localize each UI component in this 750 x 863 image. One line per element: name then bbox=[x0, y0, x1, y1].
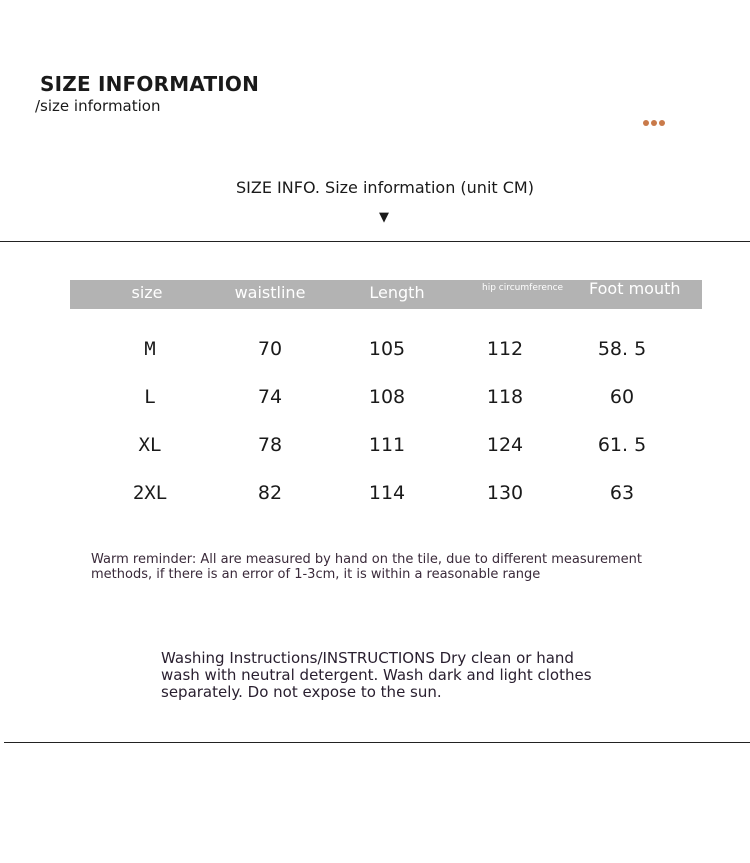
table-header: size waistline Length hip circumference … bbox=[70, 280, 702, 309]
table-cell: 63 bbox=[609, 482, 635, 504]
table-cell: 70 bbox=[257, 338, 283, 360]
table-cell: 108 bbox=[368, 386, 406, 408]
table-cell: L bbox=[144, 386, 156, 408]
page-subtitle: /size information bbox=[35, 97, 161, 115]
table-cell: 111 bbox=[368, 434, 406, 456]
table-cell: 58. 5 bbox=[597, 338, 647, 360]
divider-bottom bbox=[4, 742, 750, 743]
down-arrow-icon: ▼ bbox=[379, 210, 389, 225]
table-cell: 82 bbox=[257, 482, 283, 504]
table-cell: 124 bbox=[486, 434, 524, 456]
table-cell: 78 bbox=[257, 434, 283, 456]
dots-decoration-icon bbox=[643, 120, 665, 126]
col-waistline: waistline bbox=[234, 283, 306, 302]
warm-reminder: Warm reminder: All are measured by hand … bbox=[91, 552, 642, 582]
col-size: size bbox=[131, 283, 163, 302]
table-cell: 2XL bbox=[132, 482, 168, 504]
table-cell: 74 bbox=[257, 386, 283, 408]
table-cell: 118 bbox=[486, 386, 524, 408]
info-line: SIZE INFO. Size information (unit CM) bbox=[236, 178, 534, 197]
page-title: SIZE INFORMATION bbox=[40, 72, 260, 96]
table-cell: 114 bbox=[368, 482, 406, 504]
table-cell: 61. 5 bbox=[597, 434, 647, 456]
col-hip: hip circumference bbox=[482, 283, 564, 293]
table-cell: XL bbox=[138, 434, 162, 456]
divider-top bbox=[0, 241, 750, 242]
col-foot-mouth: Foot mouth bbox=[589, 280, 681, 298]
table-cell: 105 bbox=[368, 338, 406, 360]
table-cell: 60 bbox=[609, 386, 635, 408]
table-cell: M bbox=[144, 338, 156, 360]
washing-instructions: Washing Instructions/INSTRUCTIONS Dry cl… bbox=[161, 649, 592, 701]
table-cell: 130 bbox=[486, 482, 524, 504]
table-cell: 112 bbox=[486, 338, 524, 360]
col-length: Length bbox=[369, 283, 425, 302]
